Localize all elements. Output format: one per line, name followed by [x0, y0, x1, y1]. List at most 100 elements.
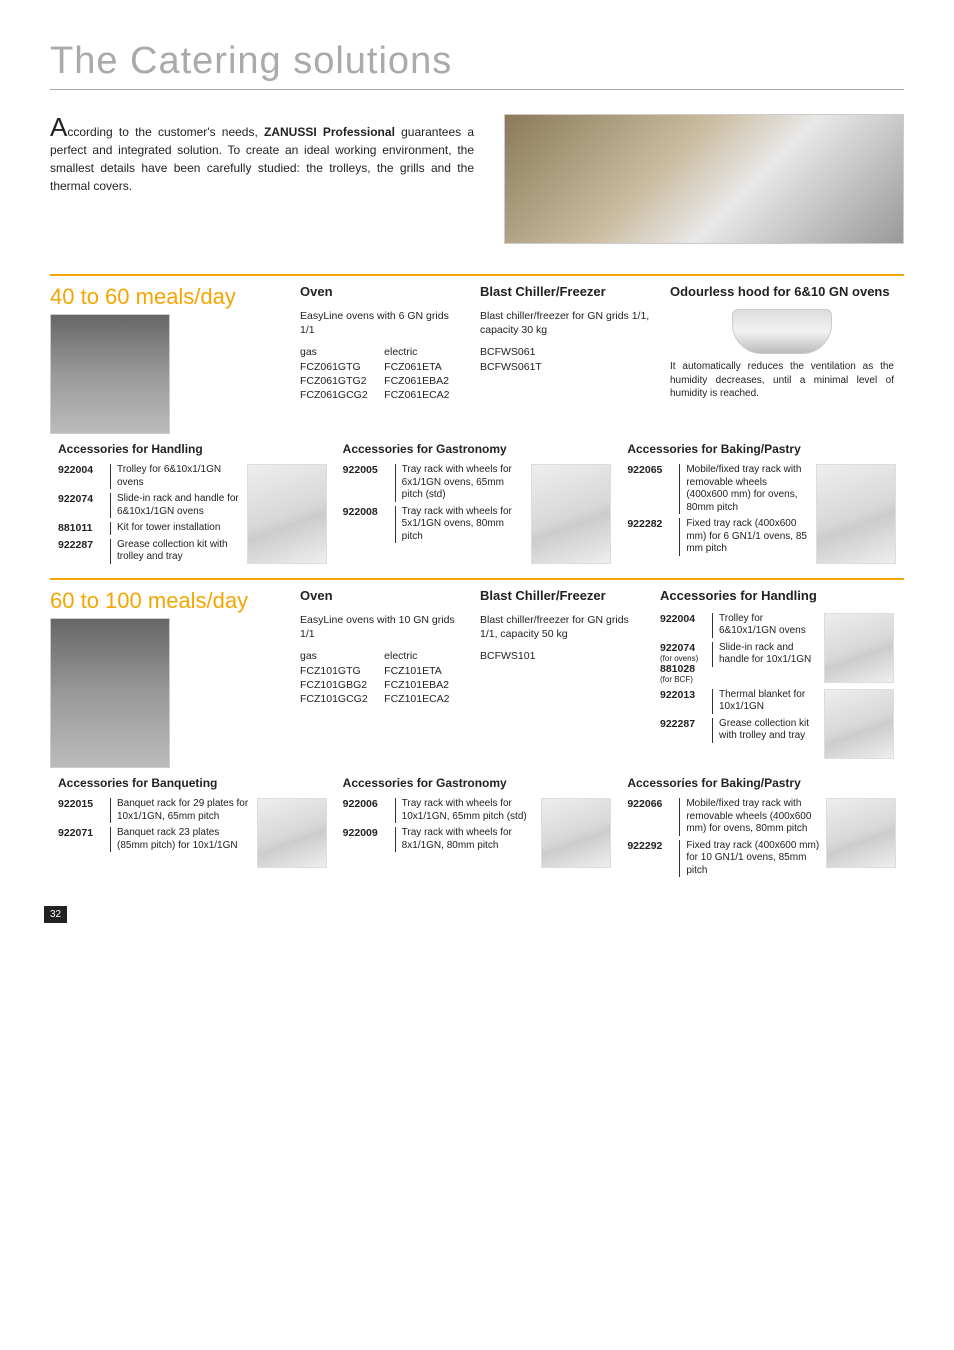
acc-handling-photo: [247, 464, 327, 564]
acc-code: 922004: [58, 464, 110, 477]
acc-banq-h: Accessories for Banqueting: [58, 776, 327, 790]
intro-row: According to the customer's needs, ZANUS…: [50, 114, 904, 244]
model: FCZ101EBA2: [384, 678, 460, 692]
band-title-1: 40 to 60 meals/day: [50, 284, 290, 310]
acc-handling-photo-2a: [824, 613, 894, 683]
acc-desc: Kit for tower installation: [110, 522, 220, 535]
model: FCZ061ETA: [384, 360, 460, 374]
chiller-model: BCFWS101: [480, 649, 640, 663]
acc-baking-photo-2: [826, 798, 896, 868]
acc-desc: Grease collection kit with trolley and t…: [110, 539, 241, 564]
acc-banq-photo: [257, 798, 327, 868]
oven-heading-2: Oven: [300, 588, 460, 603]
acc-baking-photo: [816, 464, 896, 564]
page-number: 32: [44, 906, 67, 923]
model: FCZ061GCG2: [300, 388, 378, 402]
model: FCZ061EBA2: [384, 374, 460, 388]
oven-model-grid-2: gas electric FCZ101GTG FCZ101ETA FCZ101G…: [300, 649, 460, 706]
acc-handling-h2: Accessories for Handling: [660, 588, 894, 603]
model: FCZ101ETA: [384, 664, 460, 678]
model: FCZ061GTG2: [300, 374, 378, 388]
acc-code: 881011: [58, 522, 110, 535]
acc-code: 922005: [343, 464, 395, 477]
intro-brand: ZANUSSI Professional: [264, 125, 395, 139]
acc-desc: Mobile/fixed tray rack with removable wh…: [679, 464, 810, 514]
acc-code: 922071: [58, 827, 110, 840]
electric-label: electric: [384, 649, 460, 663]
acc-desc: Slide-in rack and handle for 6&10x1/1GN …: [110, 493, 241, 518]
acc-handling-photo-2b: [824, 689, 894, 759]
acc-code: 922006: [343, 798, 395, 811]
acc-desc: Slide-in rack and handle for 10x1/1GN: [712, 642, 818, 667]
oven-model-grid-1: gas electric FCZ061GTG FCZ061ETA FCZ061G…: [300, 345, 460, 402]
acc-desc: Banquet rack 23 plates (85mm pitch) for …: [110, 827, 251, 852]
acc-code: 922009: [343, 827, 395, 840]
model: FCZ101GCG2: [300, 692, 378, 706]
acc-desc: Thermal blanket for 10x1/1GN: [712, 689, 818, 714]
model: FCZ061ECA2: [384, 388, 460, 402]
model: FCZ101GTG: [300, 664, 378, 678]
acc-code: 922015: [58, 798, 110, 811]
gas-label: gas: [300, 649, 378, 663]
chiller-model: BCFWS061: [480, 345, 650, 359]
oven-desc-2: EasyLine ovens with 10 GN grids 1/1: [300, 613, 460, 641]
acc-desc: Tray rack with wheels for 5x1/1GN ovens,…: [395, 506, 526, 544]
oven-photo-2: [50, 618, 170, 768]
acc-desc: Fixed tray rack (400x600 mm) for 10 GN1/…: [679, 840, 820, 878]
acc-desc: Fixed tray rack (400x600 mm) for 6 GN1/1…: [679, 518, 810, 556]
acc-code: 922008: [343, 506, 395, 519]
acc-desc: Tray rack with wheels for 8x1/1GN, 80mm …: [395, 827, 536, 852]
acc-code: 922282: [627, 518, 679, 531]
acc-section-2: Accessories for Banqueting 922015Banquet…: [50, 776, 904, 941]
acc-code: 922074: [58, 493, 110, 506]
acc-code: 922013: [660, 689, 712, 702]
acc-gastro-photo-2: [541, 798, 611, 868]
gas-label: gas: [300, 345, 378, 359]
band-40-60: 40 to 60 meals/day Oven EasyLine ovens w…: [50, 274, 904, 434]
model: FCZ061GTG: [300, 360, 378, 374]
oven-heading-1: Oven: [300, 284, 460, 299]
acc-handling-h1: Accessories for Handling: [58, 442, 327, 456]
hood-heading: Odourless hood for 6&10 GN ovens: [670, 284, 894, 299]
acc-gastro-h1: Accessories for Gastronomy: [343, 442, 612, 456]
intro-text: According to the customer's needs, ZANUS…: [50, 114, 474, 195]
acc-section-1: Accessories for Handling 922004Trolley f…: [50, 442, 904, 568]
acc-baking-h1: Accessories for Baking/Pastry: [627, 442, 896, 456]
page-title: The Catering solutions: [50, 40, 904, 83]
acc-code: 922066: [627, 798, 679, 811]
acc-gastro-h2: Accessories for Gastronomy: [343, 776, 612, 790]
acc-code: 922287: [660, 718, 712, 731]
acc-code: 922004: [660, 613, 712, 626]
chiller-desc-2: Blast chiller/freezer for GN grids 1/1, …: [480, 613, 640, 641]
intro-before: ccording to the customer's needs,: [67, 125, 264, 139]
acc-code: 922065: [627, 464, 679, 477]
model: FCZ101ECA2: [384, 692, 460, 706]
acc-code: 922074(for ovens)881028(for BCF): [660, 642, 712, 685]
chiller-desc-1: Blast chiller/freezer for GN grids 1/1, …: [480, 309, 650, 337]
acc-desc: Mobile/fixed tray rack with removable wh…: [679, 798, 820, 836]
chiller-heading-2: Blast Chiller/Freezer: [480, 588, 640, 603]
chiller-heading-1: Blast Chiller/Freezer: [480, 284, 650, 299]
hero-photo: [504, 114, 904, 244]
dropcap: A: [50, 112, 67, 142]
acc-baking-h2: Accessories for Baking/Pastry: [627, 776, 896, 790]
acc-desc: Grease collection kit with trolley and t…: [712, 718, 818, 743]
acc-desc: Trolley for 6&10x1/1GN ovens: [110, 464, 241, 489]
acc-code: 922287: [58, 539, 110, 552]
acc-gastro-photo: [531, 464, 611, 564]
acc-desc: Tray rack with wheels for 6x1/1GN ovens,…: [395, 464, 526, 502]
band-title-2: 60 to 100 meals/day: [50, 588, 290, 614]
model: FCZ101GBG2: [300, 678, 378, 692]
acc-code: 922292: [627, 840, 679, 853]
band-60-100: 60 to 100 meals/day Oven EasyLine ovens …: [50, 578, 904, 768]
hood-desc: It automatically reduces the ventilation…: [670, 360, 894, 401]
oven-photo-1: [50, 314, 170, 434]
acc-desc: Trolley for 6&10x1/1GN ovens: [712, 613, 818, 638]
acc-desc: Tray rack with wheels for 10x1/1GN, 65mm…: [395, 798, 536, 823]
title-rule: [50, 89, 904, 90]
oven-desc-1: EasyLine ovens with 6 GN grids 1/1: [300, 309, 460, 337]
hood-photo: [732, 309, 832, 354]
electric-label: electric: [384, 345, 460, 359]
chiller-model: BCFWS061T: [480, 360, 650, 374]
acc-desc: Banquet rack for 29 plates for 10x1/1GN,…: [110, 798, 251, 823]
